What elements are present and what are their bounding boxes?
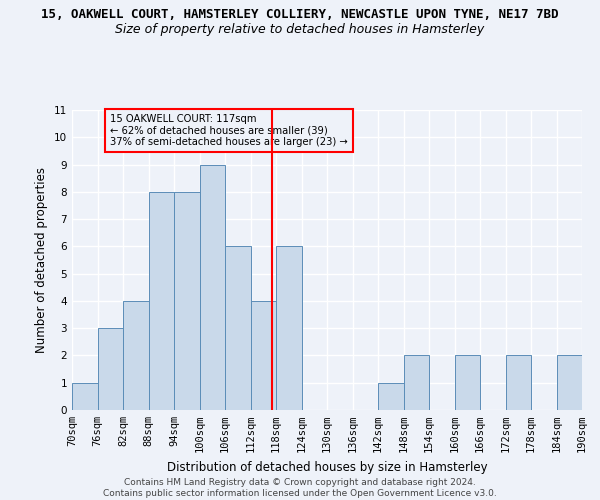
Text: Contains HM Land Registry data © Crown copyright and database right 2024.
Contai: Contains HM Land Registry data © Crown c…	[103, 478, 497, 498]
Bar	[149, 192, 174, 410]
Text: Size of property relative to detached houses in Hamsterley: Size of property relative to detached ho…	[115, 22, 485, 36]
Bar	[123, 301, 149, 410]
Text: 15 OAKWELL COURT: 117sqm
← 62% of detached houses are smaller (39)
37% of semi-d: 15 OAKWELL COURT: 117sqm ← 62% of detach…	[110, 114, 348, 148]
Bar	[174, 192, 199, 410]
Bar	[404, 356, 429, 410]
Bar	[97, 328, 123, 410]
Bar	[557, 356, 582, 410]
Text: 15, OAKWELL COURT, HAMSTERLEY COLLIERY, NEWCASTLE UPON TYNE, NE17 7BD: 15, OAKWELL COURT, HAMSTERLEY COLLIERY, …	[41, 8, 559, 20]
Bar	[199, 164, 225, 410]
Y-axis label: Number of detached properties: Number of detached properties	[35, 167, 49, 353]
Bar	[455, 356, 480, 410]
Bar	[251, 301, 276, 410]
Bar	[505, 356, 531, 410]
X-axis label: Distribution of detached houses by size in Hamsterley: Distribution of detached houses by size …	[167, 460, 487, 473]
Bar	[72, 382, 97, 410]
Bar	[276, 246, 302, 410]
Bar	[225, 246, 251, 410]
Bar	[378, 382, 404, 410]
